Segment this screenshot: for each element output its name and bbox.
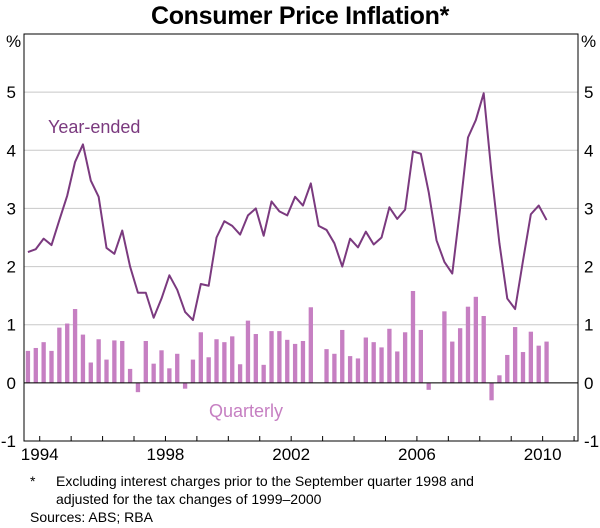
quarterly-bar — [300, 340, 306, 383]
chart-title: Consumer Price Inflation* — [150, 2, 450, 30]
y-tick-label-left: 4 — [7, 141, 16, 160]
quarterly-bar — [41, 342, 46, 383]
quarterly-bar — [104, 359, 109, 383]
quarterly-bar — [127, 368, 133, 383]
quarterly-bar — [65, 323, 70, 383]
y-tick-label-left: 2 — [7, 258, 16, 277]
quarterly-bar — [473, 296, 478, 383]
quarterly-bar — [379, 347, 384, 383]
y-tick-label-left: 5 — [7, 83, 16, 102]
y-tick-label-left: 1 — [7, 316, 16, 335]
sources-text: Sources: ABS; RBA — [30, 509, 153, 525]
footnote-line-2: adjusted for the tax changes of 1999–200… — [56, 491, 322, 507]
quarterly-bar — [277, 331, 282, 383]
quarterly-bar — [402, 332, 408, 383]
quarterly-bar — [285, 339, 290, 383]
quarterly-bar — [80, 334, 86, 383]
quarterly-bar — [33, 347, 38, 383]
quarterly-bar — [363, 337, 368, 383]
quarterly-label: Quarterly — [209, 401, 283, 421]
x-tick-label: 2002 — [272, 445, 310, 464]
quarterly-bar — [230, 336, 235, 383]
y-tick-label-left: -1 — [1, 432, 16, 451]
quarterly-bar — [308, 307, 313, 383]
quarterly-bar — [135, 382, 141, 393]
year-ended-line — [27, 92, 548, 322]
quarterly-bar — [167, 368, 172, 383]
quarterly-bar — [57, 327, 62, 383]
quarterly-bar — [347, 356, 353, 383]
quarterly-bar — [465, 306, 471, 383]
quarterly-bar — [395, 351, 400, 383]
quarterly-bar — [457, 328, 463, 383]
quarterly-bar — [190, 359, 196, 383]
y-tick-label-right: 1 — [584, 316, 593, 335]
footnote-line-1: Excluding interest charges prior to the … — [56, 473, 474, 489]
quarterly-bar — [536, 345, 541, 383]
quarterly-bar — [151, 363, 156, 383]
quarterly-bar — [418, 329, 423, 383]
x-tick-label: 2006 — [398, 445, 436, 464]
quarterly-bar — [245, 320, 251, 383]
year-ended-label: Year-ended — [48, 117, 140, 137]
quarterly-bar — [528, 331, 534, 383]
quarterly-bar — [332, 353, 337, 383]
quarterly-bar — [410, 290, 416, 383]
quarterly-bar — [324, 349, 329, 383]
quarterly-bar — [450, 341, 455, 383]
y-tick-label-right: 2 — [584, 258, 593, 277]
quarterly-bar — [481, 315, 486, 383]
quarterly-bar — [72, 309, 78, 383]
quarterly-bar — [120, 340, 125, 383]
x-tick-label: 2010 — [524, 445, 562, 464]
quarterly-bar — [489, 382, 494, 401]
quarterly-bar — [520, 352, 526, 383]
footnote-marker: * — [30, 473, 36, 489]
quarterly-bar — [143, 340, 148, 383]
quarterly-bar — [198, 332, 203, 383]
y-tick-label-left: 3 — [7, 199, 16, 218]
quarterly-bar — [182, 382, 188, 389]
quarterly-bar — [497, 375, 502, 383]
quarterly-bar — [544, 341, 549, 383]
y-tick-label-right: 5 — [584, 83, 593, 102]
plot-frame — [23, 33, 579, 442]
quarterly-bar — [442, 311, 447, 383]
y-unit-right: % — [581, 32, 596, 51]
quarterly-bar — [159, 350, 164, 383]
quarterly-bar — [505, 354, 510, 383]
quarterly-bar — [371, 342, 376, 383]
quarterly-bar — [237, 364, 243, 383]
quarterly-bar — [340, 329, 345, 383]
quarterly-bar — [387, 328, 392, 383]
quarterly-bar — [426, 382, 431, 390]
quarterly-bar — [512, 327, 518, 383]
quarterly-bar — [25, 350, 31, 383]
quarterly-bar — [355, 358, 361, 383]
y-tick-label-right: 3 — [584, 199, 593, 218]
y-unit-left: % — [6, 32, 21, 51]
quarterly-bar — [112, 340, 117, 383]
quarterly-bar — [96, 339, 101, 383]
quarterly-bar — [88, 362, 93, 383]
quarterly-bar — [222, 342, 227, 383]
quarterly-bar — [292, 343, 298, 383]
quarterly-bar — [253, 334, 258, 383]
quarterly-bar — [175, 353, 180, 383]
x-tick-label: 1994 — [21, 445, 59, 464]
y-tick-label-right: 0 — [584, 374, 593, 393]
y-tick-label-right: 4 — [584, 141, 593, 160]
quarterly-bar — [261, 364, 266, 383]
y-tick-label-left: 0 — [7, 374, 16, 393]
y-tick-label-right: -1 — [584, 432, 599, 451]
quarterly-bar — [49, 350, 54, 383]
quarterly-bar — [269, 331, 274, 383]
quarterly-bar — [214, 339, 219, 383]
quarterly-bar — [206, 357, 211, 383]
x-tick-label: 1998 — [147, 445, 185, 464]
